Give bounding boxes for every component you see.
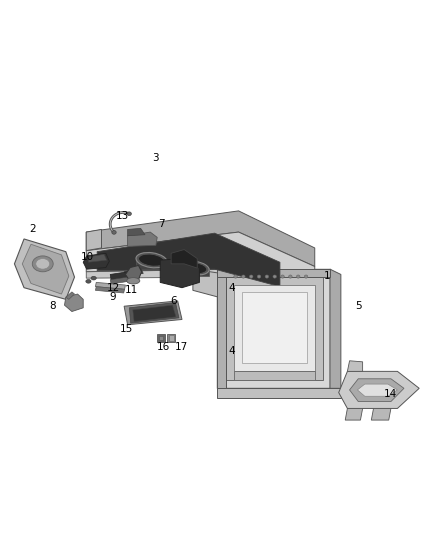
Polygon shape xyxy=(133,305,176,321)
Ellipse shape xyxy=(181,261,209,275)
Polygon shape xyxy=(127,232,157,246)
Polygon shape xyxy=(110,277,129,284)
Polygon shape xyxy=(181,268,209,276)
Text: 4: 4 xyxy=(229,282,235,293)
Ellipse shape xyxy=(32,256,53,272)
Polygon shape xyxy=(226,277,322,381)
Ellipse shape xyxy=(127,212,131,216)
Text: 15: 15 xyxy=(120,324,133,334)
Polygon shape xyxy=(66,292,74,300)
Ellipse shape xyxy=(91,276,96,280)
Ellipse shape xyxy=(36,259,49,269)
Polygon shape xyxy=(127,228,145,236)
Polygon shape xyxy=(371,408,391,420)
Polygon shape xyxy=(157,334,165,342)
Text: 11: 11 xyxy=(124,285,138,295)
Polygon shape xyxy=(345,408,363,420)
Ellipse shape xyxy=(136,253,167,268)
Ellipse shape xyxy=(289,275,292,278)
Ellipse shape xyxy=(234,275,237,278)
Polygon shape xyxy=(64,294,83,311)
Text: 7: 7 xyxy=(158,219,165,229)
Polygon shape xyxy=(95,282,125,289)
Polygon shape xyxy=(217,269,330,277)
Polygon shape xyxy=(86,211,315,266)
Ellipse shape xyxy=(297,275,300,278)
Ellipse shape xyxy=(184,263,207,273)
Text: 17: 17 xyxy=(174,342,188,352)
Ellipse shape xyxy=(273,275,276,278)
Polygon shape xyxy=(83,253,110,269)
Polygon shape xyxy=(234,372,315,381)
Polygon shape xyxy=(167,334,176,342)
Ellipse shape xyxy=(242,275,245,278)
Ellipse shape xyxy=(304,275,308,278)
Polygon shape xyxy=(86,232,315,288)
Polygon shape xyxy=(22,244,69,294)
Polygon shape xyxy=(95,287,124,293)
Text: 14: 14 xyxy=(384,389,398,399)
Ellipse shape xyxy=(257,275,261,278)
Text: 9: 9 xyxy=(109,292,116,302)
Polygon shape xyxy=(347,361,363,372)
Polygon shape xyxy=(88,254,107,262)
Polygon shape xyxy=(159,336,163,340)
Polygon shape xyxy=(86,269,315,296)
Polygon shape xyxy=(339,372,419,408)
Ellipse shape xyxy=(112,230,116,234)
Polygon shape xyxy=(234,285,315,372)
Polygon shape xyxy=(169,335,174,341)
Text: 16: 16 xyxy=(157,342,170,352)
Polygon shape xyxy=(330,269,341,389)
Text: 10: 10 xyxy=(81,253,94,262)
Polygon shape xyxy=(217,269,226,389)
Polygon shape xyxy=(160,259,199,288)
Ellipse shape xyxy=(250,275,253,278)
Ellipse shape xyxy=(265,275,268,278)
Text: 8: 8 xyxy=(49,301,56,311)
Text: 1: 1 xyxy=(324,271,330,281)
Text: 3: 3 xyxy=(152,153,159,163)
Ellipse shape xyxy=(138,254,165,266)
Polygon shape xyxy=(136,260,167,269)
Polygon shape xyxy=(124,301,182,325)
Polygon shape xyxy=(242,292,307,363)
Ellipse shape xyxy=(281,275,284,278)
Polygon shape xyxy=(124,269,143,276)
Text: 12: 12 xyxy=(107,282,120,293)
Polygon shape xyxy=(217,389,341,398)
Polygon shape xyxy=(125,265,141,281)
Polygon shape xyxy=(239,269,315,296)
Polygon shape xyxy=(86,229,102,251)
Ellipse shape xyxy=(127,278,140,284)
Polygon shape xyxy=(350,379,404,401)
Polygon shape xyxy=(110,272,129,280)
Polygon shape xyxy=(129,303,179,323)
Ellipse shape xyxy=(86,279,91,283)
Polygon shape xyxy=(262,288,315,309)
Text: 5: 5 xyxy=(355,301,362,311)
Text: 6: 6 xyxy=(170,296,177,306)
Polygon shape xyxy=(193,269,315,309)
Polygon shape xyxy=(97,233,280,287)
Polygon shape xyxy=(171,249,197,268)
Polygon shape xyxy=(357,384,397,396)
Polygon shape xyxy=(217,269,330,389)
Text: 4: 4 xyxy=(229,346,235,356)
Polygon shape xyxy=(14,239,74,300)
Text: 2: 2 xyxy=(29,224,36,235)
Text: 13: 13 xyxy=(116,211,129,221)
